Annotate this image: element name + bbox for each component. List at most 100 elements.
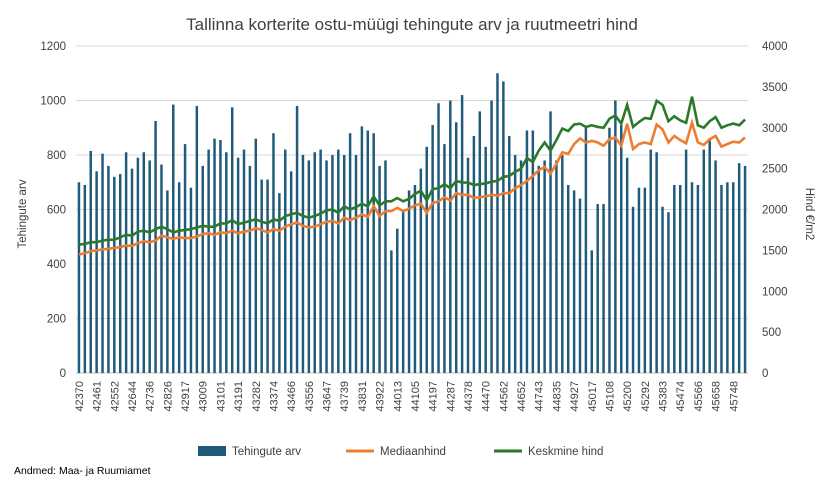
bar [95,171,98,373]
bar [696,184,700,373]
x-tick-label: 44287 [445,381,457,412]
x-tick-label: 44562 [498,381,510,412]
x-tick-label: 44743 [534,381,546,412]
bar [484,146,487,373]
bar [608,127,611,373]
x-tick-label: 45658 [711,381,723,412]
bar [160,164,163,373]
bar [720,184,723,373]
bar [207,149,210,373]
y-axis-left-ticks: 0 200 400 600 800 1000 1200 [40,41,66,380]
bar [490,100,493,373]
x-tick-label: 44378 [463,381,475,412]
bar [118,174,122,373]
y-right-tick-label: 1000 [762,286,788,298]
bar [413,184,417,373]
y-right-tick-label: 0 [762,368,768,380]
x-tick-label: 44652 [516,381,528,412]
y-right-tick-label: 3000 [762,123,788,135]
bar [620,125,623,374]
line-series-mediaanhind [78,118,746,256]
y-left-tick-label: 200 [47,314,66,326]
bar [289,171,293,373]
bar [684,149,688,373]
bar [213,138,216,373]
bar [319,149,322,373]
x-tick-label: 42370 [74,381,86,412]
bar [295,105,299,373]
x-tick-label: 45200 [622,381,634,412]
bar [502,81,505,374]
y-axis-right-ticks: 0 500 1000 1500 2000 2500 3000 3500 4000 [762,41,788,380]
x-tick-label: 43647 [322,381,334,412]
x-tick-label: 45748 [728,381,740,412]
x-tick-label: 45292 [640,381,652,412]
bar [566,184,570,373]
bar [378,165,381,373]
bar [407,190,411,373]
bar [301,155,305,373]
bar [655,152,658,373]
bar [643,187,647,373]
bar [396,228,399,373]
x-tick-label: 45383 [658,381,670,412]
bar [225,152,228,373]
bar [513,155,517,373]
bar [537,165,540,373]
bar [342,155,346,373]
x-tick-label: 45108 [604,381,616,412]
bar [614,100,617,373]
bar [142,152,146,373]
bar [437,103,440,373]
bar [236,157,240,373]
legend-swatch-tehingute-arv [198,446,226,456]
y-left-tick-label: 600 [47,205,66,217]
x-tick-label: 44835 [551,381,563,412]
bar [596,204,599,373]
bar [130,168,134,373]
y-left-tick-label: 800 [47,150,66,162]
legend-label-keskmine-hind: Keskmine hind [528,446,603,458]
bar [460,95,464,374]
bar [584,127,588,373]
bar [702,149,706,373]
x-tick-label: 42826 [162,381,174,412]
bar [519,160,523,373]
bar [219,140,222,373]
bar [631,206,635,373]
bar [136,157,140,373]
x-tick-label: 44013 [392,381,404,412]
bar [549,111,552,374]
bar [401,209,405,373]
bar [478,111,482,374]
bar [354,155,358,373]
bar [508,135,511,373]
bar [661,206,664,373]
x-tick-label: 43466 [286,381,298,412]
y-right-tick-label: 2000 [762,205,788,217]
bar [113,176,116,373]
bar [590,250,594,373]
y-left-tick-label: 1200 [40,41,66,53]
y-left-tick-label: 400 [47,259,66,271]
bar [83,184,87,373]
bar [625,157,629,373]
x-tick-label: 43101 [215,381,227,412]
y-left-tick-label: 0 [60,368,66,380]
bar [555,160,558,373]
bar [431,125,434,374]
bar [673,184,676,373]
bar [242,149,246,373]
bar [449,100,452,373]
bar [278,193,281,373]
gridlines [76,45,748,374]
y-right-tick-label: 1500 [762,245,788,257]
bar [602,204,605,373]
y-right-tick-label: 3500 [762,82,788,94]
x-tick-label: 42552 [109,381,121,412]
legend-label-mediaanhind: Mediaanhind [380,446,446,458]
bar [183,144,187,373]
